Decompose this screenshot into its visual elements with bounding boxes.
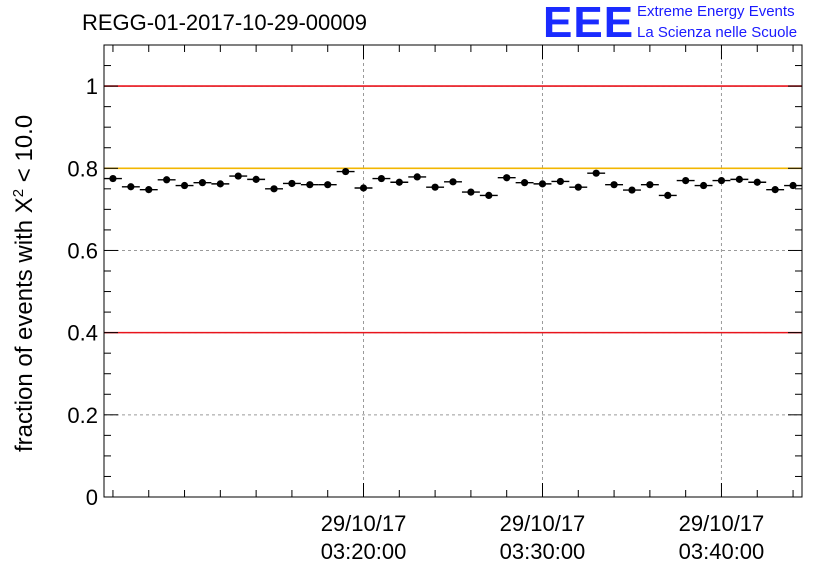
data-points bbox=[104, 167, 802, 199]
y-axis-label: fraction of events with X2 < 10.0 bbox=[10, 114, 38, 452]
data-point bbox=[413, 173, 421, 181]
x-tick-label-date: 29/10/17 bbox=[321, 511, 407, 536]
data-point bbox=[556, 177, 564, 186]
reference-lines bbox=[104, 85, 802, 334]
data-point bbox=[163, 176, 171, 184]
data-point bbox=[574, 183, 582, 191]
data-point bbox=[664, 191, 672, 199]
run-title: REGG-01-2017-10-29-00009 bbox=[82, 10, 367, 35]
x-tick-label-time: 03:30:00 bbox=[500, 539, 586, 564]
eee-logo: EEE bbox=[543, 0, 635, 47]
x-tick-label-date: 29/10/17 bbox=[679, 511, 765, 536]
data-point bbox=[789, 181, 797, 190]
data-point bbox=[538, 180, 547, 188]
y-tick-label: 0.8 bbox=[67, 156, 98, 181]
data-point bbox=[485, 191, 493, 199]
data-point bbox=[646, 181, 654, 189]
data-point bbox=[288, 179, 296, 188]
y-tick-label: 0.4 bbox=[67, 321, 98, 346]
logo-line-1: Extreme Energy Events bbox=[637, 3, 795, 20]
grid-layer bbox=[104, 45, 802, 497]
data-point bbox=[682, 177, 690, 185]
data-point bbox=[717, 177, 726, 185]
data-point bbox=[216, 180, 224, 188]
data-point bbox=[699, 181, 708, 190]
y-tick-label: 0.2 bbox=[67, 403, 98, 428]
x-tick-label-date: 29/10/17 bbox=[500, 511, 586, 536]
data-point bbox=[449, 178, 457, 186]
data-point bbox=[610, 181, 618, 189]
data-point bbox=[503, 174, 511, 182]
plot-frame bbox=[103, 44, 803, 498]
data-point bbox=[467, 188, 475, 196]
data-point bbox=[198, 179, 207, 187]
data-point bbox=[377, 174, 386, 183]
data-point bbox=[306, 181, 314, 189]
data-point bbox=[359, 184, 368, 192]
data-point bbox=[234, 172, 242, 180]
x-tick-label-time: 03:40:00 bbox=[679, 539, 765, 564]
data-point bbox=[324, 181, 332, 189]
data-point bbox=[771, 186, 779, 194]
data-point bbox=[127, 183, 135, 191]
data-point bbox=[735, 175, 743, 183]
logo-line-2: La Scienza nelle Scuole bbox=[637, 24, 798, 41]
data-point bbox=[431, 183, 439, 191]
data-point bbox=[592, 169, 600, 177]
data-point bbox=[252, 175, 260, 183]
data-point bbox=[395, 178, 403, 186]
y-tick-label: 0.6 bbox=[67, 238, 98, 263]
y-tick-label: 1 bbox=[86, 74, 98, 99]
axis-ticks: 0 0.2 0.4 0.6 0.8 1 29/10/17 03:20:00 29/10/17 03… bbox=[67, 45, 802, 564]
data-point bbox=[270, 185, 278, 193]
data-point bbox=[628, 186, 636, 194]
data-point bbox=[753, 178, 761, 186]
data-point bbox=[520, 179, 529, 187]
x-tick-label-time: 03:20:00 bbox=[321, 539, 407, 564]
data-point bbox=[145, 186, 153, 194]
y-tick-label: 0 bbox=[86, 485, 98, 510]
data-point bbox=[342, 167, 350, 176]
data-point bbox=[180, 181, 189, 190]
data-point bbox=[109, 174, 117, 183]
